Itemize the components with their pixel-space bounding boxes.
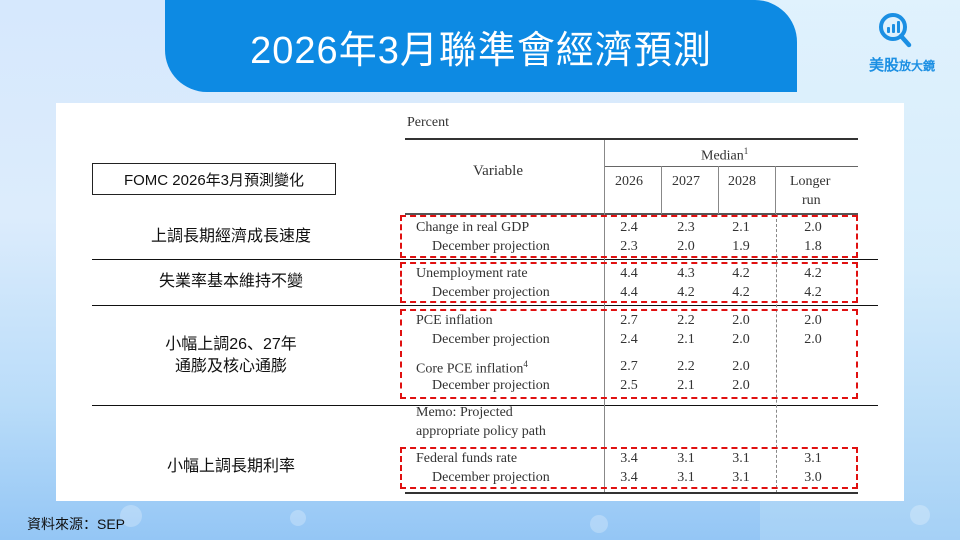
title-banner: 2026年3月聯準會經濟預測: [165, 0, 797, 92]
col-longer-run: Longer: [790, 174, 831, 189]
note-inflation-line1: 小幅上調26、27年: [165, 336, 297, 353]
cell: 4.2: [732, 266, 750, 281]
magnifier-chart-icon: [879, 13, 912, 48]
divider: [92, 405, 878, 406]
cell: 3.4: [620, 470, 638, 485]
source-note: 資料來源：SEP: [27, 516, 126, 532]
row-label: December projection: [432, 378, 550, 393]
highlight-inflation: [400, 309, 858, 399]
highlight-unemployment: [400, 262, 858, 303]
cell: 2.0: [732, 313, 750, 328]
cell: 2.3: [677, 220, 695, 235]
cell: 2.4: [620, 332, 638, 347]
cell: 4.4: [620, 285, 638, 300]
longer-run-dashed-rule: [776, 214, 777, 493]
cell: 2.0: [732, 359, 750, 374]
cell: 1.8: [804, 239, 822, 254]
cell: 4.2: [732, 285, 750, 300]
cell: 4.4: [620, 266, 638, 281]
cell: 2.7: [620, 359, 638, 374]
cell: 2.0: [732, 332, 750, 347]
variable-header: Variable: [473, 163, 523, 179]
cell: 2.4: [620, 220, 638, 235]
cell: 2.2: [677, 359, 695, 374]
bokeh-dot: [290, 510, 306, 526]
cell: 3.1: [677, 451, 695, 466]
row-label: December projection: [432, 239, 550, 254]
note-rates: 小幅上調長期利率: [166, 458, 295, 475]
median-underline: [604, 166, 858, 167]
table-bottom-rule: [405, 492, 858, 494]
brand-logo: 美股放大鏡: [856, 10, 948, 76]
content-panel: FOMC 2026年3月預測變化 上調長期經濟成長速度 失業率基本維持不變 小幅…: [56, 103, 904, 501]
cell: 3.1: [732, 470, 750, 485]
cell: 2.0: [804, 332, 822, 347]
row-label: December projection: [432, 470, 550, 485]
col-2028: 2028: [728, 174, 756, 189]
cell: 4.2: [804, 266, 822, 281]
row-label: December projection: [432, 332, 550, 347]
cell: 3.4: [620, 451, 638, 466]
fomc-summary-label: FOMC 2026年3月預測變化: [92, 163, 336, 195]
memo-label-2: appropriate policy path: [416, 424, 546, 439]
memo-label: Memo: Projected: [416, 405, 513, 420]
brand-name: 美股放大鏡: [868, 57, 936, 74]
divider: [92, 305, 878, 306]
row-label: Core PCE inflation4: [416, 359, 528, 377]
col-rule: [661, 166, 662, 214]
col-longer-run-2: run: [802, 193, 821, 208]
row-label: PCE inflation: [416, 313, 493, 328]
cell: 2.1: [677, 378, 695, 393]
cell: 2.7: [620, 313, 638, 328]
note-unemployment: 失業率基本維持不變: [158, 273, 303, 290]
note-gdp: 上調長期經濟成長速度: [150, 228, 311, 245]
unit-label: Percent: [407, 115, 449, 130]
highlight-fed-funds: [400, 447, 858, 489]
page-title: 2026年3月聯準會經濟預測: [250, 29, 712, 72]
row-label: Unemployment rate: [416, 266, 528, 281]
note-inflation-line2: 通膨及核心通膨: [174, 358, 287, 375]
col-rule: [718, 166, 719, 214]
cell: 2.0: [804, 220, 822, 235]
sep-table: Percent Variable Median1 2026 2027 2028 …: [56, 103, 904, 501]
cell: 2.1: [677, 332, 695, 347]
bokeh-dot: [120, 505, 142, 527]
cell: 2.5: [620, 378, 638, 393]
col-rule: [775, 166, 776, 214]
cell: 3.1: [804, 451, 822, 466]
cell: 4.3: [677, 266, 695, 281]
cell: 2.1: [732, 220, 750, 235]
cell: 2.3: [620, 239, 638, 254]
table-top-rule: [405, 138, 858, 140]
bokeh-dot: [910, 505, 930, 525]
row-label: December projection: [432, 285, 550, 300]
col-2027: 2027: [672, 174, 700, 189]
row-label: Federal funds rate: [416, 451, 518, 466]
variable-column-rule: [604, 140, 605, 493]
median-header: Median1: [701, 146, 749, 164]
cell: 2.2: [677, 313, 695, 328]
cell: 2.0: [732, 378, 750, 393]
cell: 4.2: [804, 285, 822, 300]
cell: 3.1: [677, 470, 695, 485]
header-rule: [405, 213, 858, 215]
cell: 3.0: [804, 470, 822, 485]
divider: [92, 259, 878, 260]
cell: 1.9: [732, 239, 750, 254]
cell: 3.1: [732, 451, 750, 466]
cell: 4.2: [677, 285, 695, 300]
cell: 2.0: [677, 239, 695, 254]
row-label: Change in real GDP: [416, 220, 530, 235]
highlight-gdp: [400, 215, 858, 258]
bokeh-dot: [590, 515, 608, 533]
cell: 2.0: [804, 313, 822, 328]
col-2026: 2026: [615, 174, 643, 189]
